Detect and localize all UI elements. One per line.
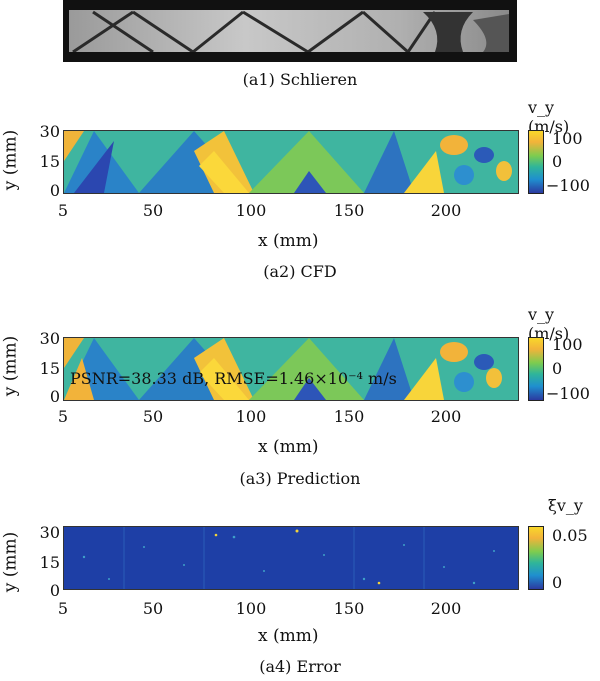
colorbar-a3: [528, 337, 544, 401]
x-tick-a3: 100: [235, 407, 267, 426]
y-tick-a3: 15: [39, 359, 60, 378]
x-tick-a4: 100: [235, 599, 267, 618]
x-tick-a2: 150: [333, 201, 365, 220]
y-tick-a3: 30: [39, 329, 60, 348]
y-tick-a4: 30: [39, 523, 60, 542]
x-tick-a4: 200: [430, 599, 462, 618]
metrics-label: PSNR=38.33 dB, RMSE=1.46×10⁻⁴ m/s: [70, 369, 397, 388]
y-tick-a2: 30: [39, 122, 60, 141]
error-field: [63, 526, 519, 590]
y-tick-a2: 15: [39, 152, 60, 171]
y-tick-a3: 0: [49, 387, 60, 406]
prediction-field: [63, 337, 519, 401]
x-axis-label-a4: x (mm): [258, 626, 319, 646]
x-tick-a2: 200: [430, 201, 462, 220]
caption-a1: (a1) Schlieren: [242, 70, 358, 89]
y-tick-a4: 0: [49, 581, 60, 600]
colorbar-a4: [528, 526, 544, 590]
colorbar-tick-a4: 0.05: [552, 526, 588, 545]
x-tick-a3: 150: [333, 407, 365, 426]
x-axis-label-a3: x (mm): [258, 437, 319, 457]
x-tick-a3: 200: [430, 407, 462, 426]
colorbar-tick-a3: 0: [552, 359, 563, 378]
colorbar-tick-a4: 0: [552, 573, 563, 592]
caption-a3: (a3) Prediction: [239, 469, 361, 488]
x-tick-a4: 150: [333, 599, 365, 618]
colorbar-tick-a2: −100: [546, 176, 590, 195]
caption-a4: (a4) Error: [259, 657, 341, 676]
x-tick-a4: 50: [142, 599, 164, 618]
y-tick-a4: 15: [39, 553, 60, 572]
colorbar-a2: [528, 130, 544, 194]
colorbar-tick-a3: 100: [552, 335, 583, 354]
colorbar-tick-a3: −100: [546, 384, 590, 403]
y-axis-label-a3: y (mm): [0, 335, 21, 397]
y-axis-label-a4: y (mm): [0, 531, 21, 593]
x-tick-a3: 5: [57, 407, 69, 426]
x-axis-label-a2: x (mm): [258, 231, 319, 251]
schlieren-image: [63, 0, 517, 62]
y-axis-label-a2: y (mm): [0, 129, 21, 191]
x-tick-a2: 50: [142, 201, 164, 220]
x-tick-a2: 5: [57, 201, 69, 220]
colorbar-tick-a2: 100: [552, 129, 583, 148]
cfd-field: [63, 130, 519, 194]
caption-a2: (a2) CFD: [263, 262, 337, 281]
y-tick-a2: 0: [49, 181, 60, 200]
colorbar-title-a4: ξv_y: [548, 496, 583, 515]
x-tick-a3: 50: [142, 407, 164, 426]
x-tick-a4: 5: [57, 599, 69, 618]
x-tick-a2: 100: [235, 201, 267, 220]
colorbar-tick-a2: 0: [552, 152, 563, 171]
